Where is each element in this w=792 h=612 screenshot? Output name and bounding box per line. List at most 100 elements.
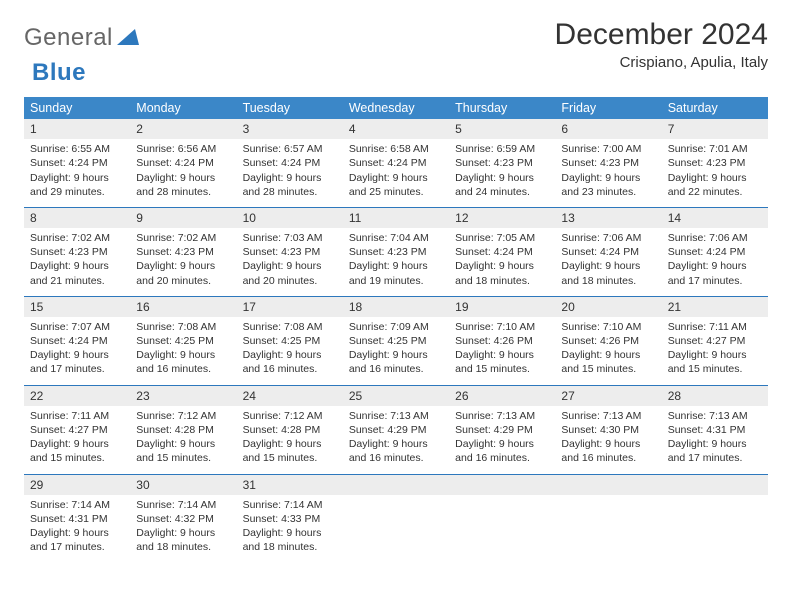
daylight-line-2: and 17 minutes. xyxy=(30,540,124,554)
day-header: Sunday xyxy=(24,97,130,119)
daylight-line-2: and 15 minutes. xyxy=(30,451,124,465)
day-number: 17 xyxy=(237,297,343,317)
sunrise-line: Sunrise: 7:13 AM xyxy=(349,409,443,423)
day-number: 28 xyxy=(662,386,768,406)
day-header: Monday xyxy=(130,97,236,119)
daylight-line-1: Daylight: 9 hours xyxy=(455,171,549,185)
sunrise-line: Sunrise: 7:13 AM xyxy=(561,409,655,423)
sunset-line: Sunset: 4:27 PM xyxy=(668,334,762,348)
day-cell: 14Sunrise: 7:06 AMSunset: 4:24 PMDayligh… xyxy=(662,208,768,296)
daylight-line-2: and 28 minutes. xyxy=(243,185,337,199)
daylight-line-2: and 15 minutes. xyxy=(455,362,549,376)
day-header: Friday xyxy=(555,97,661,119)
day-cell: 30Sunrise: 7:14 AMSunset: 4:32 PMDayligh… xyxy=(130,475,236,563)
day-cell: 29Sunrise: 7:14 AMSunset: 4:31 PMDayligh… xyxy=(24,475,130,563)
day-number: 7 xyxy=(662,119,768,139)
day-number: 9 xyxy=(130,208,236,228)
daylight-line-2: and 15 minutes. xyxy=(561,362,655,376)
day-cell: 11Sunrise: 7:04 AMSunset: 4:23 PMDayligh… xyxy=(343,208,449,296)
daylight-line-2: and 17 minutes. xyxy=(668,451,762,465)
day-number: 24 xyxy=(237,386,343,406)
day-cell: 22Sunrise: 7:11 AMSunset: 4:27 PMDayligh… xyxy=(24,386,130,474)
daylight-line-2: and 16 minutes. xyxy=(243,362,337,376)
sunrise-line: Sunrise: 7:02 AM xyxy=(136,231,230,245)
day-cell: 12Sunrise: 7:05 AMSunset: 4:24 PMDayligh… xyxy=(449,208,555,296)
day-cell: 13Sunrise: 7:06 AMSunset: 4:24 PMDayligh… xyxy=(555,208,661,296)
calendar: SundayMondayTuesdayWednesdayThursdayFrid… xyxy=(24,97,768,562)
sunrise-line: Sunrise: 7:14 AM xyxy=(30,498,124,512)
empty-cell xyxy=(449,475,555,563)
week-row: 8Sunrise: 7:02 AMSunset: 4:23 PMDaylight… xyxy=(24,208,768,297)
daylight-line-1: Daylight: 9 hours xyxy=(455,348,549,362)
sunrise-line: Sunrise: 7:02 AM xyxy=(30,231,124,245)
day-cell: 9Sunrise: 7:02 AMSunset: 4:23 PMDaylight… xyxy=(130,208,236,296)
sunset-line: Sunset: 4:23 PM xyxy=(668,156,762,170)
sunrise-line: Sunrise: 7:13 AM xyxy=(455,409,549,423)
daylight-line-2: and 18 minutes. xyxy=(455,274,549,288)
daylight-line-1: Daylight: 9 hours xyxy=(136,437,230,451)
daylight-line-1: Daylight: 9 hours xyxy=(561,171,655,185)
daylight-line-1: Daylight: 9 hours xyxy=(30,437,124,451)
sunrise-line: Sunrise: 7:00 AM xyxy=(561,142,655,156)
sunrise-line: Sunrise: 7:05 AM xyxy=(455,231,549,245)
sunrise-line: Sunrise: 7:14 AM xyxy=(136,498,230,512)
sunrise-line: Sunrise: 7:12 AM xyxy=(243,409,337,423)
daylight-line-1: Daylight: 9 hours xyxy=(455,437,549,451)
daylight-line-1: Daylight: 9 hours xyxy=(349,348,443,362)
day-cell: 1Sunrise: 6:55 AMSunset: 4:24 PMDaylight… xyxy=(24,119,130,207)
daylight-line-1: Daylight: 9 hours xyxy=(668,437,762,451)
daylight-line-2: and 15 minutes. xyxy=(668,362,762,376)
daylight-line-1: Daylight: 9 hours xyxy=(561,437,655,451)
empty-cell xyxy=(555,475,661,563)
day-number: 4 xyxy=(343,119,449,139)
day-cell: 20Sunrise: 7:10 AMSunset: 4:26 PMDayligh… xyxy=(555,297,661,385)
empty-cell xyxy=(343,475,449,563)
day-cell: 26Sunrise: 7:13 AMSunset: 4:29 PMDayligh… xyxy=(449,386,555,474)
sunset-line: Sunset: 4:24 PM xyxy=(455,245,549,259)
day-cell: 31Sunrise: 7:14 AMSunset: 4:33 PMDayligh… xyxy=(237,475,343,563)
daylight-line-2: and 17 minutes. xyxy=(668,274,762,288)
sunset-line: Sunset: 4:23 PM xyxy=(455,156,549,170)
day-number: 30 xyxy=(130,475,236,495)
empty-cell xyxy=(662,475,768,563)
sunset-line: Sunset: 4:24 PM xyxy=(668,245,762,259)
daylight-line-1: Daylight: 9 hours xyxy=(243,171,337,185)
daylight-line-2: and 21 minutes. xyxy=(30,274,124,288)
sunrise-line: Sunrise: 7:03 AM xyxy=(243,231,337,245)
day-headers: SundayMondayTuesdayWednesdayThursdayFrid… xyxy=(24,97,768,119)
day-number: 23 xyxy=(130,386,236,406)
daylight-line-1: Daylight: 9 hours xyxy=(136,348,230,362)
daylight-line-2: and 20 minutes. xyxy=(243,274,337,288)
sunset-line: Sunset: 4:24 PM xyxy=(30,334,124,348)
day-number: 25 xyxy=(343,386,449,406)
daylight-line-2: and 16 minutes. xyxy=(455,451,549,465)
day-number: 22 xyxy=(24,386,130,406)
sunrise-line: Sunrise: 6:55 AM xyxy=(30,142,124,156)
sunset-line: Sunset: 4:26 PM xyxy=(455,334,549,348)
day-cell: 19Sunrise: 7:10 AMSunset: 4:26 PMDayligh… xyxy=(449,297,555,385)
logo-text-gray: General xyxy=(24,24,113,52)
sunset-line: Sunset: 4:29 PM xyxy=(455,423,549,437)
day-header: Wednesday xyxy=(343,97,449,119)
daylight-line-1: Daylight: 9 hours xyxy=(243,437,337,451)
week-row: 22Sunrise: 7:11 AMSunset: 4:27 PMDayligh… xyxy=(24,386,768,475)
day-cell: 2Sunrise: 6:56 AMSunset: 4:24 PMDaylight… xyxy=(130,119,236,207)
daylight-line-1: Daylight: 9 hours xyxy=(136,259,230,273)
location: Crispiano, Apulia, Italy xyxy=(555,54,768,71)
daylight-line-2: and 17 minutes. xyxy=(30,362,124,376)
daylight-line-1: Daylight: 9 hours xyxy=(668,259,762,273)
sunrise-line: Sunrise: 6:56 AM xyxy=(136,142,230,156)
day-number: 16 xyxy=(130,297,236,317)
sunset-line: Sunset: 4:25 PM xyxy=(243,334,337,348)
logo-triangle-icon xyxy=(117,27,139,50)
day-number: 3 xyxy=(237,119,343,139)
empty-day-bar xyxy=(662,475,768,495)
day-cell: 15Sunrise: 7:07 AMSunset: 4:24 PMDayligh… xyxy=(24,297,130,385)
daylight-line-1: Daylight: 9 hours xyxy=(243,526,337,540)
day-number: 14 xyxy=(662,208,768,228)
sunset-line: Sunset: 4:23 PM xyxy=(243,245,337,259)
day-number: 20 xyxy=(555,297,661,317)
sunrise-line: Sunrise: 7:11 AM xyxy=(30,409,124,423)
sunrise-line: Sunrise: 7:12 AM xyxy=(136,409,230,423)
daylight-line-1: Daylight: 9 hours xyxy=(136,526,230,540)
